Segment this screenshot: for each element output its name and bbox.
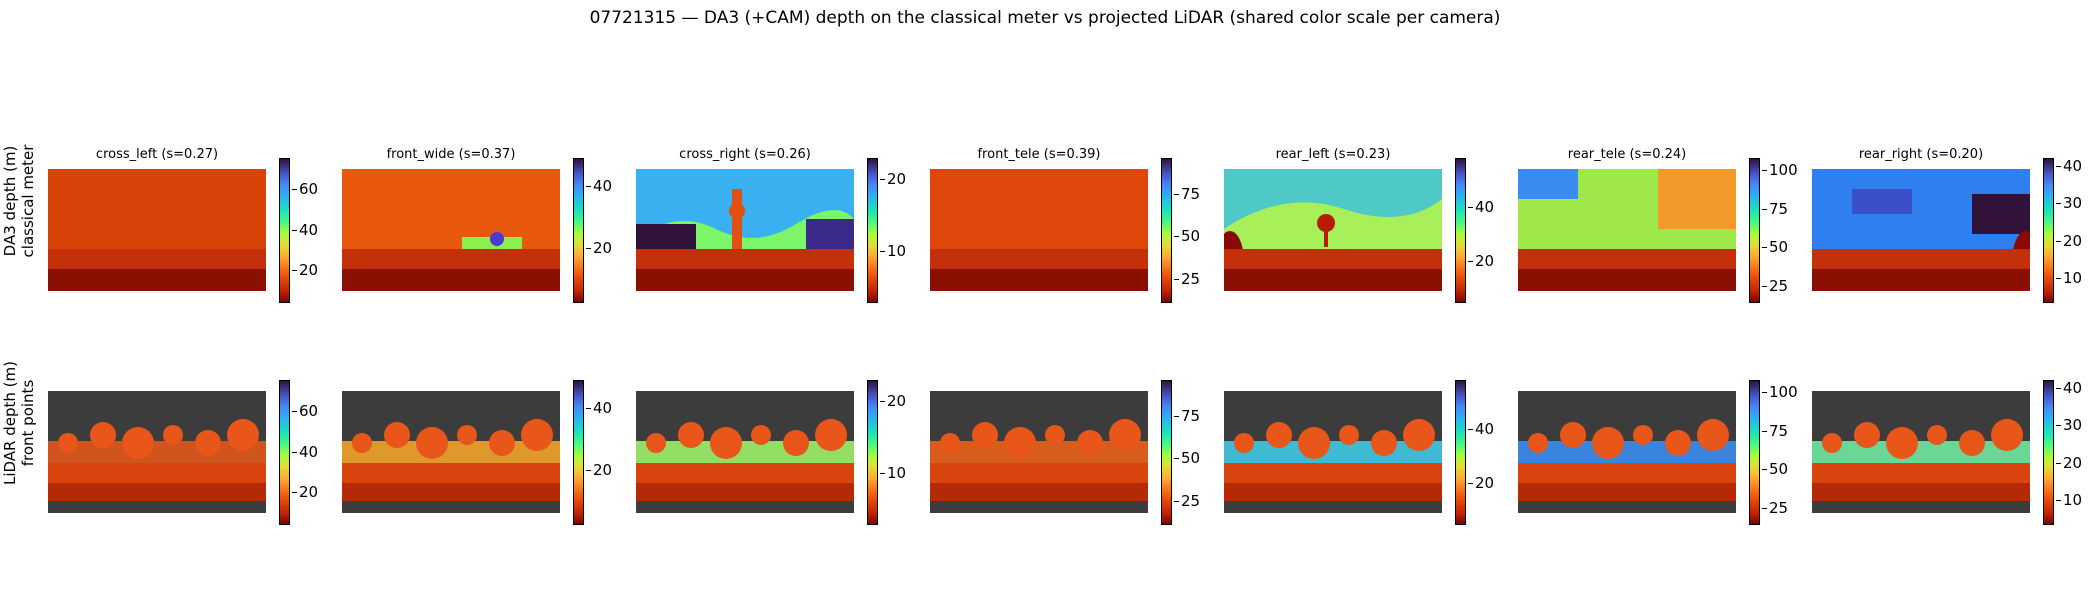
colorbar-tick-label: 60 <box>291 179 319 198</box>
colorbar-tick-label: 40 <box>1467 197 1495 216</box>
colorbar-tick-label: 20 <box>1467 473 1495 492</box>
colorbar-tick-label: 20 <box>879 392 907 411</box>
da3-depth-map-rear_tele <box>1518 169 1736 291</box>
colorbar-cross_left <box>279 380 290 525</box>
da3-depth-map-cross_left <box>48 169 266 291</box>
colorbar-tick-label: 25 <box>1761 276 1789 295</box>
panel-title-cross_right: cross_right (s=0.26) <box>679 147 811 162</box>
panel-title-rear_left: rear_left (s=0.23) <box>1275 147 1391 162</box>
colorbar-rear_right <box>2043 158 2054 303</box>
colorbar-tick-label: 75 <box>1173 406 1201 425</box>
colorbar-tick-label: 40 <box>291 442 319 461</box>
colorbar-tick-label: 30 <box>2055 194 2083 213</box>
colorbar-tick-label: 40 <box>2055 156 2083 175</box>
row-label-line: LiDAR depth (m) <box>1 361 19 486</box>
colorbar-rear_tele <box>1749 158 1760 303</box>
colorbar-tick-label: 40 <box>1467 419 1495 438</box>
lidar-depth-map-cross_right <box>636 391 854 513</box>
colorbar-front_tele <box>1161 158 1172 303</box>
colorbar-tick-label: 20 <box>291 261 319 280</box>
colorbar-tick-label: 20 <box>1467 251 1495 270</box>
colorbar-tick-label: 40 <box>585 176 613 195</box>
colorbar-tick-label: 10 <box>2055 269 2083 288</box>
colorbar-rear_left <box>1455 158 1466 303</box>
da3-depth-map-rear_right <box>1812 169 2030 291</box>
colorbar-front_wide <box>573 158 584 303</box>
colorbar-tick-label: 75 <box>1761 199 1789 218</box>
colorbar-tick-label: 10 <box>2055 491 2083 510</box>
lidar-depth-map-rear_left <box>1224 391 1442 513</box>
colorbar-tick-label: 20 <box>291 483 319 502</box>
colorbar-tick-label: 75 <box>1761 421 1789 440</box>
colorbar-tick-label: 25 <box>1173 491 1201 510</box>
colorbar-tick-label: 60 <box>291 401 319 420</box>
colorbar-tick-label: 40 <box>2055 378 2083 397</box>
colorbar-tick-label: 75 <box>1173 184 1201 203</box>
da3-depth-map-rear_left <box>1224 169 1442 291</box>
colorbar-cross_right <box>867 380 878 525</box>
da3-depth-map-front_tele <box>930 169 1148 291</box>
colorbar-front_wide <box>573 380 584 525</box>
colorbar-tick-label: 20 <box>585 461 613 480</box>
lidar-depth-map-rear_right <box>1812 391 2030 513</box>
row-label-lidar: LiDAR depth (m) front points <box>1 328 37 518</box>
colorbar-rear_right <box>2043 380 2054 525</box>
colorbar-tick-label: 40 <box>585 398 613 417</box>
colorbar-tick-label: 50 <box>1173 227 1201 246</box>
colorbar-tick-label: 20 <box>2055 231 2083 250</box>
colorbar-tick-label: 50 <box>1173 449 1201 468</box>
lidar-depth-map-rear_tele <box>1518 391 1736 513</box>
colorbar-tick-label: 100 <box>1762 161 1798 180</box>
figure-title: 07721315 — DA3 (+CAM) depth on the class… <box>589 8 1501 28</box>
lidar-depth-map-front_tele <box>930 391 1148 513</box>
colorbar-front_tele <box>1161 380 1172 525</box>
colorbar-tick-label: 25 <box>1173 269 1201 288</box>
colorbar-tick-label: 20 <box>585 239 613 258</box>
row-label-da3: DA3 depth (m) classical meter <box>1 106 37 296</box>
colorbar-tick-label: 20 <box>879 170 907 189</box>
panel-title-front_tele: front_tele (s=0.39) <box>977 147 1101 162</box>
colorbar-tick-label: 20 <box>2055 453 2083 472</box>
panel-title-front_wide: front_wide (s=0.37) <box>386 147 516 162</box>
row-label-line: front points <box>19 379 37 467</box>
da3-depth-map-front_wide <box>342 169 560 291</box>
colorbar-tick-label: 50 <box>1761 238 1789 257</box>
lidar-depth-map-cross_left <box>48 391 266 513</box>
panel-title-cross_left: cross_left (s=0.27) <box>95 147 219 162</box>
colorbar-tick-label: 30 <box>2055 416 2083 435</box>
panel-title-rear_right: rear_right (s=0.20) <box>1858 147 1984 162</box>
colorbar-rear_left <box>1455 380 1466 525</box>
panel-title-rear_tele: rear_tele (s=0.24) <box>1567 147 1687 162</box>
colorbar-rear_tele <box>1749 380 1760 525</box>
colorbar-tick-label: 100 <box>1762 383 1798 402</box>
row-label-line: DA3 depth (m) <box>1 145 19 257</box>
colorbar-tick-label: 10 <box>879 463 907 482</box>
lidar-depth-map-front_wide <box>342 391 560 513</box>
row-label-line: classical meter <box>19 144 37 258</box>
colorbar-tick-label: 25 <box>1761 498 1789 517</box>
colorbar-cross_right <box>867 158 878 303</box>
colorbar-tick-label: 50 <box>1761 460 1789 479</box>
colorbar-cross_left <box>279 158 290 303</box>
colorbar-tick-label: 10 <box>879 241 907 260</box>
da3-depth-map-cross_right <box>636 169 854 291</box>
colorbar-tick-label: 40 <box>291 220 319 239</box>
